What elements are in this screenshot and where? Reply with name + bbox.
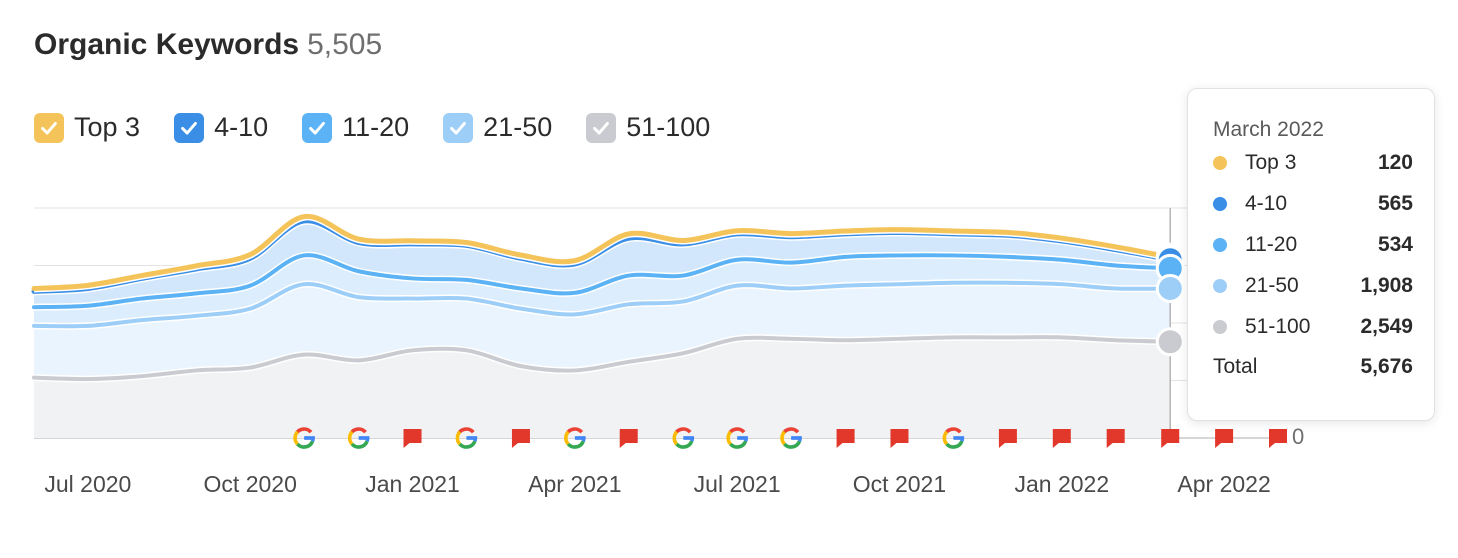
- tooltip-dot: [1213, 156, 1227, 170]
- note-flag-icon[interactable]: [1215, 429, 1234, 448]
- x-tick-label: Jan 2022: [1014, 471, 1109, 497]
- tooltip-dot: [1213, 238, 1227, 252]
- google-update-icon[interactable]: [455, 427, 478, 449]
- area-51-100: [34, 337, 1171, 438]
- google-update-icon[interactable]: [726, 427, 748, 449]
- legend-item-51-100[interactable]: 51-100: [586, 112, 710, 143]
- tooltip-row-value: 2,549: [1360, 315, 1413, 338]
- x-tick-label: Jul 2021: [694, 471, 781, 497]
- tooltip-row-name: 11-20: [1245, 233, 1298, 256]
- tooltip-row-name: 51-100: [1245, 315, 1311, 338]
- note-flag-icon[interactable]: [1161, 429, 1180, 448]
- tooltip-row-value: 565: [1377, 192, 1413, 215]
- legend-label-4-10: 4-10: [214, 112, 269, 142]
- tooltip-row-top3: Top 3 120: [1213, 148, 1413, 178]
- check-icon: [181, 121, 197, 135]
- hover-dot-21-50: [1155, 274, 1185, 303]
- tooltip-row-total: Total 5,676: [1213, 352, 1413, 382]
- x-tick-label: Oct 2021: [853, 471, 946, 497]
- checkbox-11-20[interactable]: [302, 112, 333, 143]
- tooltip-total-value: 5,676: [1360, 355, 1413, 378]
- tooltip-dot: [1213, 279, 1227, 293]
- checkbox-51-100[interactable]: [586, 112, 617, 143]
- series-line-51-100: [32, 335, 1173, 382]
- check-icon: [41, 121, 57, 135]
- note-flag-icon[interactable]: [890, 429, 909, 448]
- tooltip-row-value: 534: [1377, 233, 1413, 256]
- note-flag-icon[interactable]: [1269, 429, 1287, 448]
- note-flag-icon[interactable]: [1052, 429, 1071, 448]
- note-flag-icon[interactable]: [403, 429, 422, 448]
- hover-tooltip: March 2022 Top 3 120 4-10 565 11-20 534 …: [1187, 88, 1435, 421]
- tooltip-dot: [1213, 197, 1227, 211]
- tooltip-row-21-50: 21-50 1,908: [1213, 271, 1413, 301]
- tooltip-row-name: 4-10: [1245, 192, 1288, 215]
- tooltip-dot: [1213, 320, 1227, 334]
- y-tick-label: 0: [1292, 424, 1304, 449]
- tooltip-row-51-100: 51-100 2,549: [1213, 312, 1413, 342]
- note-flag-icon[interactable]: [511, 429, 530, 448]
- series-line-11-20: [32, 253, 1173, 310]
- google-update-icon[interactable]: [293, 427, 315, 449]
- x-tick-label: Oct 2020: [204, 471, 297, 497]
- legend-item-21-50[interactable]: 21-50: [443, 112, 552, 143]
- legend-item-4-10[interactable]: 4-10: [174, 112, 268, 143]
- title-text: Organic Keywords: [34, 28, 300, 61]
- note-flag-icon[interactable]: [619, 429, 638, 448]
- note-flag-icon[interactable]: [998, 429, 1017, 448]
- hover-dot-51-100: [1155, 327, 1185, 357]
- google-update-icon[interactable]: [564, 427, 586, 449]
- legend-label-21-50: 21-50: [483, 112, 553, 142]
- series-line-21-50: [32, 280, 1173, 329]
- x-tick-label: Apr 2021: [528, 471, 621, 497]
- legend: Top 3 4-10 11-20 21-50 51-100: [34, 112, 710, 143]
- x-tick-label: Jan 2021: [365, 471, 460, 497]
- checkbox-top3[interactable]: [34, 112, 64, 143]
- checkbox-4-10[interactable]: [174, 112, 205, 143]
- check-icon: [309, 121, 325, 135]
- legend-item-top3[interactable]: Top 3: [34, 112, 140, 143]
- tooltip-row-name: 21-50: [1245, 274, 1299, 297]
- tooltip-row-11-20: 11-20 534: [1213, 230, 1413, 260]
- google-update-icon[interactable]: [942, 427, 965, 449]
- legend-label-top3: Top 3: [74, 112, 141, 142]
- legend-item-11-20[interactable]: 11-20: [302, 112, 409, 143]
- google-update-icon[interactable]: [780, 427, 802, 449]
- page-title: Organic Keywords 5,505: [34, 28, 382, 62]
- tooltip-row-value: 120: [1377, 151, 1413, 174]
- checkbox-21-50[interactable]: [443, 112, 474, 143]
- tooltip-total-label: Total: [1213, 355, 1258, 378]
- tooltip-row-value: 1,908: [1360, 274, 1413, 297]
- tooltip-title: March 2022: [1213, 118, 1324, 141]
- google-update-icon[interactable]: [347, 427, 370, 449]
- check-icon: [450, 121, 467, 135]
- tooltip-row-4-10: 4-10 565: [1213, 189, 1413, 219]
- note-flag-icon[interactable]: [836, 429, 855, 448]
- check-icon: [593, 121, 610, 135]
- series-line-Top 3: [31, 214, 1173, 291]
- keyword-count: 5,505: [307, 28, 383, 61]
- legend-label-51-100: 51-100: [626, 112, 711, 142]
- x-tick-label: Jul 2020: [44, 471, 131, 497]
- x-tick-label: Apr 2022: [1177, 471, 1270, 497]
- google-update-icon[interactable]: [672, 427, 695, 449]
- tooltip-row-name: Top 3: [1245, 151, 1297, 174]
- legend-label-11-20: 11-20: [342, 112, 410, 142]
- note-flag-icon[interactable]: [1106, 429, 1125, 448]
